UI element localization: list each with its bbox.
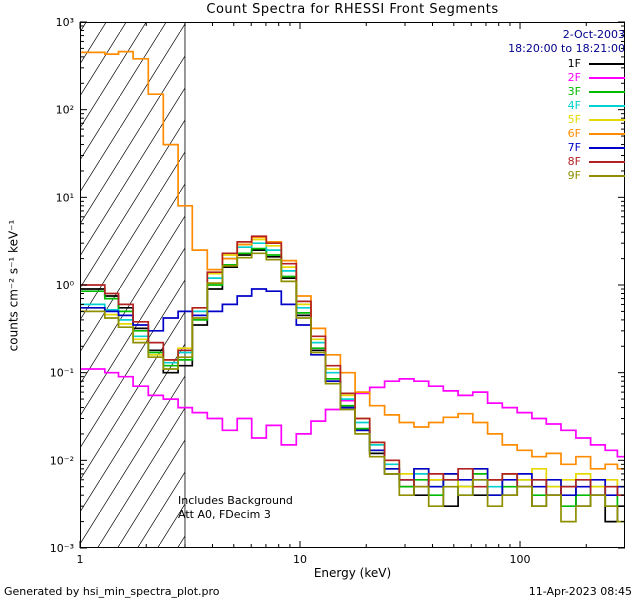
- axis-ticks: [79, 21, 625, 549]
- legend-label: 5F: [567, 113, 581, 126]
- legend-entry-1F: 1F: [568, 57, 625, 71]
- plot-annotations: Includes Background Att A0, FDecim 3: [178, 494, 293, 521]
- legend-label: 3F: [567, 85, 581, 98]
- legend-entry-4F: 4F: [568, 99, 625, 113]
- y-tick-label: 10³: [56, 16, 74, 29]
- legend-line-swatch: [589, 147, 625, 149]
- legend-line-swatch: [589, 63, 625, 65]
- x-tick-label: 10: [293, 553, 307, 566]
- y-tick-label: 10⁻¹: [50, 367, 74, 380]
- legend-entry-3F: 3F: [568, 85, 625, 99]
- y-tick-label: 10⁰: [56, 279, 75, 292]
- legend-entry-8F: 8F: [568, 155, 625, 169]
- series-group: [80, 50, 625, 523]
- y-tick-label: 10¹: [56, 191, 74, 204]
- annotation-background: Includes Background: [178, 494, 293, 507]
- legend-label: 4F: [567, 99, 581, 112]
- observation-time-range: 18:20:00 to 18:21:00: [508, 42, 625, 55]
- chart-title: Count Spectra for RHESSI Front Segments: [206, 2, 499, 17]
- legend-entry-6F: 6F: [568, 127, 625, 141]
- generation-timestamp: 11-Apr-2023 08:45: [528, 585, 632, 598]
- series-line-9F: [80, 252, 625, 523]
- legend-label: 6F: [567, 127, 581, 140]
- generator-credit: Generated by hsi_min_spectra_plot.pro: [4, 585, 220, 598]
- legend-line-swatch: [589, 175, 625, 177]
- legend-label: 2F: [567, 71, 581, 84]
- legend-entry-9F: 9F: [568, 169, 625, 183]
- observation-datetime-block: 2-Oct-2003 18:20:00 to 18:21:00: [508, 28, 625, 56]
- y-axis-label: counts cm⁻² s⁻¹ keV⁻¹: [6, 219, 21, 352]
- legend-line-swatch: [589, 161, 625, 163]
- y-tick-label: 10⁻³: [50, 542, 74, 555]
- legend-line-swatch: [589, 77, 625, 79]
- y-tick-label: 10⁻²: [50, 454, 74, 467]
- detector-legend: 1F 2F 3F 4F 5F 6F 7F 8F 9F: [568, 57, 625, 183]
- series-line-3F: [80, 247, 625, 508]
- legend-line-swatch: [589, 119, 625, 121]
- legend-label: 7F: [567, 141, 581, 154]
- legend-line-swatch: [589, 133, 625, 135]
- annotation-attenuator: Att A0, FDecim 3: [178, 507, 271, 521]
- legend-entry-2F: 2F: [568, 71, 625, 85]
- legend-label: 1F: [567, 57, 581, 70]
- x-tick-label: 100: [510, 553, 531, 566]
- series-line-2F: [80, 368, 625, 458]
- y-tick-label: 10²: [56, 104, 74, 117]
- x-axis-label: Energy (keV): [313, 566, 392, 580]
- series-line-7F: [80, 288, 625, 497]
- legend-label: 9F: [567, 169, 581, 182]
- legend-line-swatch: [589, 91, 625, 93]
- x-tick-label: 1: [77, 553, 84, 566]
- series-line-6F: [80, 50, 625, 470]
- legend-entry-5F: 5F: [568, 113, 625, 127]
- legend-entry-7F: 7F: [568, 141, 625, 155]
- legend-line-swatch: [589, 105, 625, 107]
- legend-label: 8F: [567, 155, 581, 168]
- series-line-8F: [80, 235, 625, 497]
- observation-date: 2-Oct-2003: [562, 28, 625, 41]
